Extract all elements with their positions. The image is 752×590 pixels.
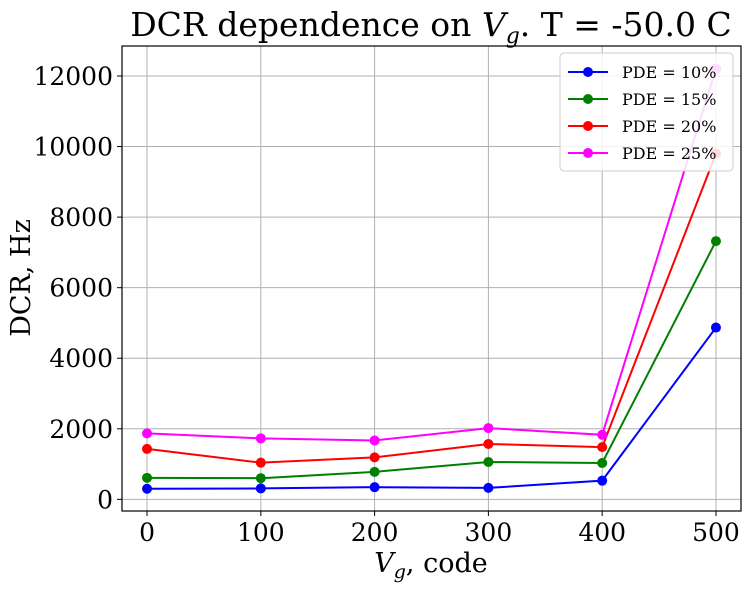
x-tick-labels: 0 100 200 300 400 500 <box>139 511 740 547</box>
y-tick-labels: 0 2000 4000 6000 8000 10000 12000 <box>33 62 122 514</box>
y-tick-label: 8000 <box>49 203 113 232</box>
data-point <box>255 473 266 484</box>
legend-label: PDE = 10% <box>622 63 716 82</box>
series-1 <box>142 322 721 494</box>
legend-items: PDE = 10% PDE = 15% PDE = 20% PDE = 25% <box>568 63 716 163</box>
series-line <box>146 68 717 442</box>
data-point <box>597 458 608 469</box>
series-lines <box>142 63 721 494</box>
data-point <box>142 428 153 439</box>
y-tick-label: 2000 <box>49 415 113 444</box>
y-tick-label: 12000 <box>33 62 113 91</box>
x-tick-label: 0 <box>139 518 155 547</box>
data-point <box>483 423 494 434</box>
data-point <box>369 466 380 477</box>
data-point <box>142 483 153 494</box>
legend-label: PDE = 20% <box>622 117 716 136</box>
data-point <box>369 482 380 493</box>
y-tick-label: 0 <box>97 485 113 514</box>
data-point <box>597 475 608 486</box>
legend: PDE = 10% PDE = 15% PDE = 20% PDE = 25% <box>559 52 734 172</box>
data-point <box>483 438 494 449</box>
data-point <box>710 322 721 333</box>
legend-label: PDE = 15% <box>622 90 716 109</box>
series-line <box>146 153 717 464</box>
data-point <box>142 472 153 483</box>
x-tick-label: 100 <box>237 518 285 547</box>
data-point <box>483 456 494 467</box>
data-point <box>369 452 380 463</box>
x-tick-label: 300 <box>465 518 513 547</box>
x-axis-label: Vg, code <box>374 548 487 583</box>
plot-frame <box>121 45 742 512</box>
chart-title: DCR dependence on Vg. T = -50.0 C <box>130 5 732 49</box>
series-line <box>147 240 717 480</box>
x-tick-label: 500 <box>692 518 740 547</box>
legend-marker <box>583 148 593 158</box>
data-point <box>255 433 266 444</box>
y-tick-label: 6000 <box>49 274 113 303</box>
legend-label: PDE = 25% <box>622 144 716 163</box>
series-2 <box>142 236 721 484</box>
legend-item: PDE = 25% <box>568 144 716 163</box>
data-point <box>597 429 608 440</box>
legend-marker <box>583 67 593 77</box>
data-point <box>142 443 153 454</box>
legend-marker <box>583 94 593 104</box>
series-line <box>147 326 717 490</box>
data-point <box>483 482 494 493</box>
data-point <box>710 236 721 247</box>
series-3 <box>142 148 721 468</box>
legend-marker <box>583 121 593 131</box>
y-tick-label: 4000 <box>49 344 113 373</box>
legend-item: PDE = 15% <box>568 90 716 109</box>
data-point <box>597 442 608 453</box>
legend-box <box>559 52 734 172</box>
x-tick-label: 200 <box>351 518 399 547</box>
x-tick-label: 400 <box>578 518 626 547</box>
legend-item: PDE = 10% <box>568 63 716 82</box>
data-point <box>255 483 266 494</box>
y-axis-label: DCR, Hz <box>6 219 37 337</box>
data-point <box>369 435 380 446</box>
legend-item: PDE = 20% <box>568 117 716 136</box>
data-point <box>255 457 266 468</box>
y-tick-label: 10000 <box>33 133 113 162</box>
